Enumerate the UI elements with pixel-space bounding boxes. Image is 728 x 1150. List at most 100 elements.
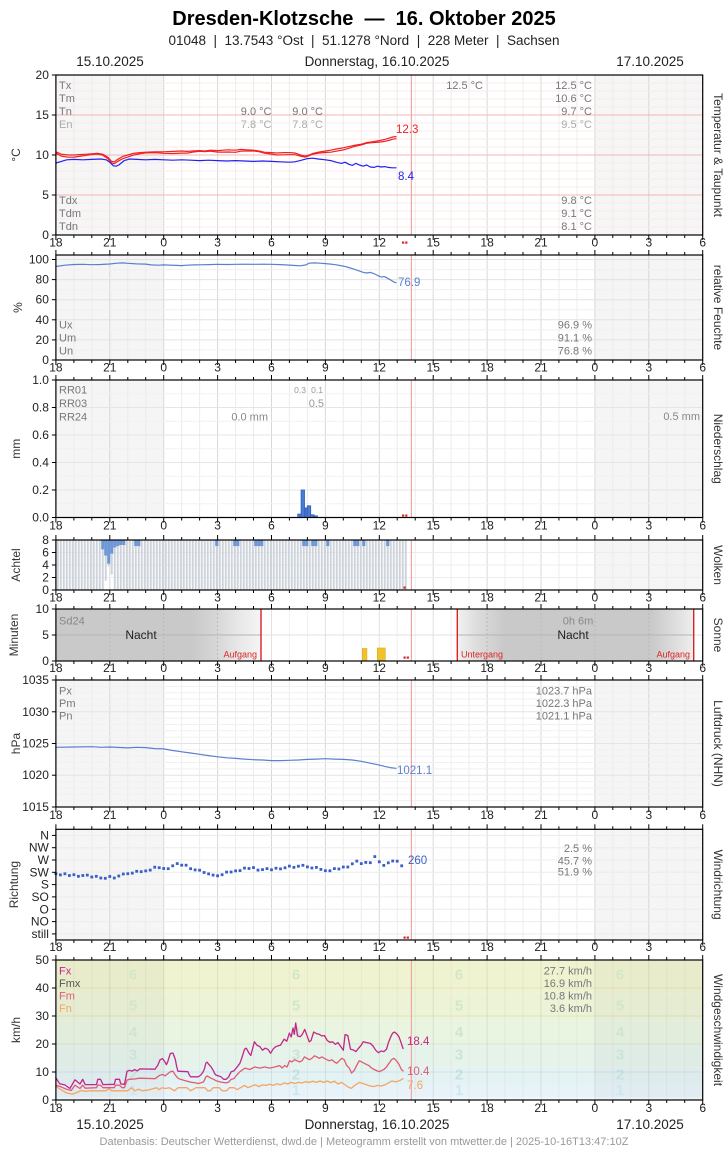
svg-text:3: 3 — [645, 661, 652, 675]
svg-text:Tdx: Tdx — [59, 195, 78, 207]
svg-text:0: 0 — [42, 654, 49, 668]
svg-text:Px: Px — [59, 686, 72, 698]
svg-text:10: 10 — [36, 148, 50, 162]
svg-text:3: 3 — [645, 236, 652, 250]
svg-text:8.1 °C: 8.1 °C — [561, 221, 592, 233]
svg-text:Windgeschwindigkeit: Windgeschwindigkeit — [711, 974, 725, 1087]
svg-text:6: 6 — [699, 661, 706, 675]
svg-text:Achtel: Achtel — [9, 548, 23, 581]
svg-text:1023.7 hPa: 1023.7 hPa — [536, 686, 593, 698]
svg-text:12: 12 — [373, 591, 387, 605]
svg-text:12.5 °C: 12.5 °C — [446, 80, 483, 92]
svg-text:260: 260 — [408, 855, 427, 867]
svg-text:2: 2 — [455, 1067, 463, 1084]
svg-text:9: 9 — [322, 808, 329, 822]
svg-text:0.4: 0.4 — [32, 456, 49, 470]
svg-text:Untergang: Untergang — [461, 650, 503, 660]
svg-text:0.1: 0.1 — [311, 385, 323, 395]
svg-text:6: 6 — [616, 967, 624, 984]
svg-text:20: 20 — [36, 1037, 50, 1051]
svg-text:SO: SO — [32, 890, 49, 904]
svg-text:5: 5 — [129, 998, 137, 1015]
svg-text:0: 0 — [592, 519, 599, 533]
svg-text:0: 0 — [160, 661, 167, 675]
svg-text:0.6: 0.6 — [32, 428, 49, 442]
svg-text:21: 21 — [534, 808, 548, 822]
svg-text:Ux: Ux — [59, 320, 73, 332]
svg-text:5: 5 — [42, 628, 49, 642]
svg-text:0: 0 — [160, 591, 167, 605]
svg-text:°C: °C — [9, 148, 23, 162]
svg-text:0: 0 — [42, 228, 49, 242]
svg-text:Um: Um — [59, 333, 76, 345]
svg-text:15: 15 — [427, 940, 441, 954]
svg-text:45.7 %: 45.7 % — [558, 856, 592, 868]
svg-text:0: 0 — [592, 661, 599, 675]
svg-text:12: 12 — [373, 236, 387, 250]
svg-text:21: 21 — [534, 519, 548, 533]
svg-text:Tx: Tx — [59, 80, 72, 92]
svg-text:0: 0 — [592, 1101, 599, 1115]
svg-text:18.4: 18.4 — [407, 1036, 430, 1048]
svg-text:21: 21 — [103, 940, 117, 954]
svg-text:Niederschlag: Niederschlag — [711, 414, 725, 484]
svg-text:10.6 °C: 10.6 °C — [555, 93, 592, 105]
svg-text:6: 6 — [699, 591, 706, 605]
svg-text:18: 18 — [480, 519, 494, 533]
svg-text:Windrichtung: Windrichtung — [711, 850, 725, 920]
svg-text:Sd24: Sd24 — [59, 616, 85, 628]
svg-text:Wolken: Wolken — [711, 545, 725, 585]
svg-text:hPa: hPa — [9, 733, 23, 755]
svg-text:mm: mm — [9, 439, 23, 459]
svg-text:9.7 °C: 9.7 °C — [561, 106, 592, 118]
svg-text:3: 3 — [129, 1047, 137, 1064]
svg-text:O: O — [40, 902, 49, 916]
svg-text:RR01: RR01 — [59, 385, 87, 397]
svg-text:Nacht: Nacht — [125, 628, 157, 642]
svg-text:1021.1: 1021.1 — [397, 765, 432, 777]
svg-text:Luftdruck (NHN): Luftdruck (NHN) — [711, 700, 725, 787]
svg-text:3: 3 — [645, 591, 652, 605]
svg-text:18: 18 — [480, 661, 494, 675]
svg-text:NW: NW — [29, 841, 50, 855]
svg-text:Fn: Fn — [59, 1003, 72, 1015]
svg-text:3: 3 — [645, 808, 652, 822]
svg-text:Pm: Pm — [59, 698, 76, 710]
svg-text:0.3: 0.3 — [294, 385, 306, 395]
svg-text:1: 1 — [129, 1082, 137, 1099]
svg-text:RR03: RR03 — [59, 398, 87, 410]
svg-text:Datenbasis: Deutscher Wetterdi: Datenbasis: Deutscher Wetterdienst, dwd.… — [100, 1136, 629, 1148]
svg-text:12: 12 — [373, 519, 387, 533]
svg-text:20: 20 — [36, 68, 50, 82]
svg-text:18: 18 — [480, 236, 494, 250]
svg-text:2: 2 — [616, 1067, 624, 1084]
svg-text:5: 5 — [42, 188, 49, 202]
svg-text:18: 18 — [49, 808, 63, 822]
svg-text:3: 3 — [455, 1047, 463, 1064]
svg-text:15: 15 — [427, 519, 441, 533]
svg-text:17.10.2025: 17.10.2025 — [616, 1117, 684, 1132]
svg-text:En: En — [59, 119, 72, 131]
svg-text:21: 21 — [103, 361, 117, 375]
svg-text:18: 18 — [480, 361, 494, 375]
svg-text:0.0 mm: 0.0 mm — [231, 412, 268, 424]
svg-text:12.5 °C: 12.5 °C — [555, 80, 592, 92]
svg-text:1: 1 — [455, 1082, 463, 1099]
svg-text:15.10.2025: 15.10.2025 — [76, 1117, 144, 1132]
svg-text:30: 30 — [36, 1009, 50, 1023]
svg-text:Un: Un — [59, 346, 73, 358]
svg-text:Tdm: Tdm — [59, 208, 81, 220]
svg-text:96.9 %: 96.9 % — [558, 320, 592, 332]
svg-text:0h 6m: 0h 6m — [563, 616, 594, 628]
svg-text:1025: 1025 — [22, 737, 49, 751]
svg-text:6: 6 — [699, 1101, 706, 1115]
svg-text:SW: SW — [30, 865, 50, 879]
svg-text:21: 21 — [534, 361, 548, 375]
svg-text:6: 6 — [292, 967, 300, 984]
svg-text:Donnerstag, 16.10.2025: Donnerstag, 16.10.2025 — [305, 54, 450, 69]
svg-text:12: 12 — [373, 808, 387, 822]
svg-text:km/h: km/h — [9, 1017, 23, 1043]
svg-text:Dresden-Klotzsche — 16. Okto: Dresden-Klotzsche — 16. Oktober 2025 — [172, 8, 555, 30]
svg-text:20: 20 — [36, 333, 50, 347]
svg-text:Minuten: Minuten — [7, 614, 21, 657]
